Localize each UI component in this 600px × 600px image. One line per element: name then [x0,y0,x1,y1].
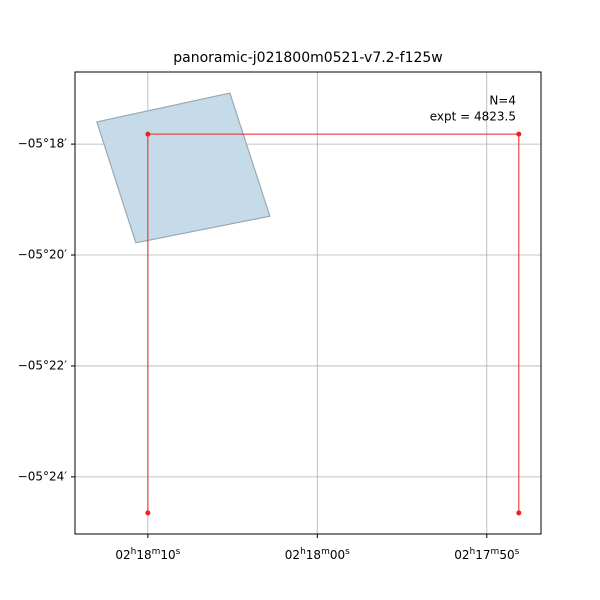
plot-frame [74,71,542,535]
annotation: N=4 [489,94,516,108]
y-tick-label: −05°22′ [18,358,68,372]
outline [147,133,520,513]
outline-point [145,510,151,516]
y-tick-label: −05°24′ [18,469,68,483]
outline-point [516,510,522,516]
y-tick-label: −05°20′ [18,248,68,262]
x-tick-label: 02h18m10s [115,547,180,562]
outline-point [145,131,151,137]
chart-title: panoramic-j021800m0521-v7.2-f125w [173,50,443,66]
x-tick-label: 02h18m00s [285,547,350,562]
footprint [96,92,271,244]
x-tick-label: 02h17m50s [454,547,519,562]
annotation: expt = 4823.5 [430,110,516,124]
outline-point [516,131,522,137]
y-tick-label: −05°18′ [18,137,68,151]
